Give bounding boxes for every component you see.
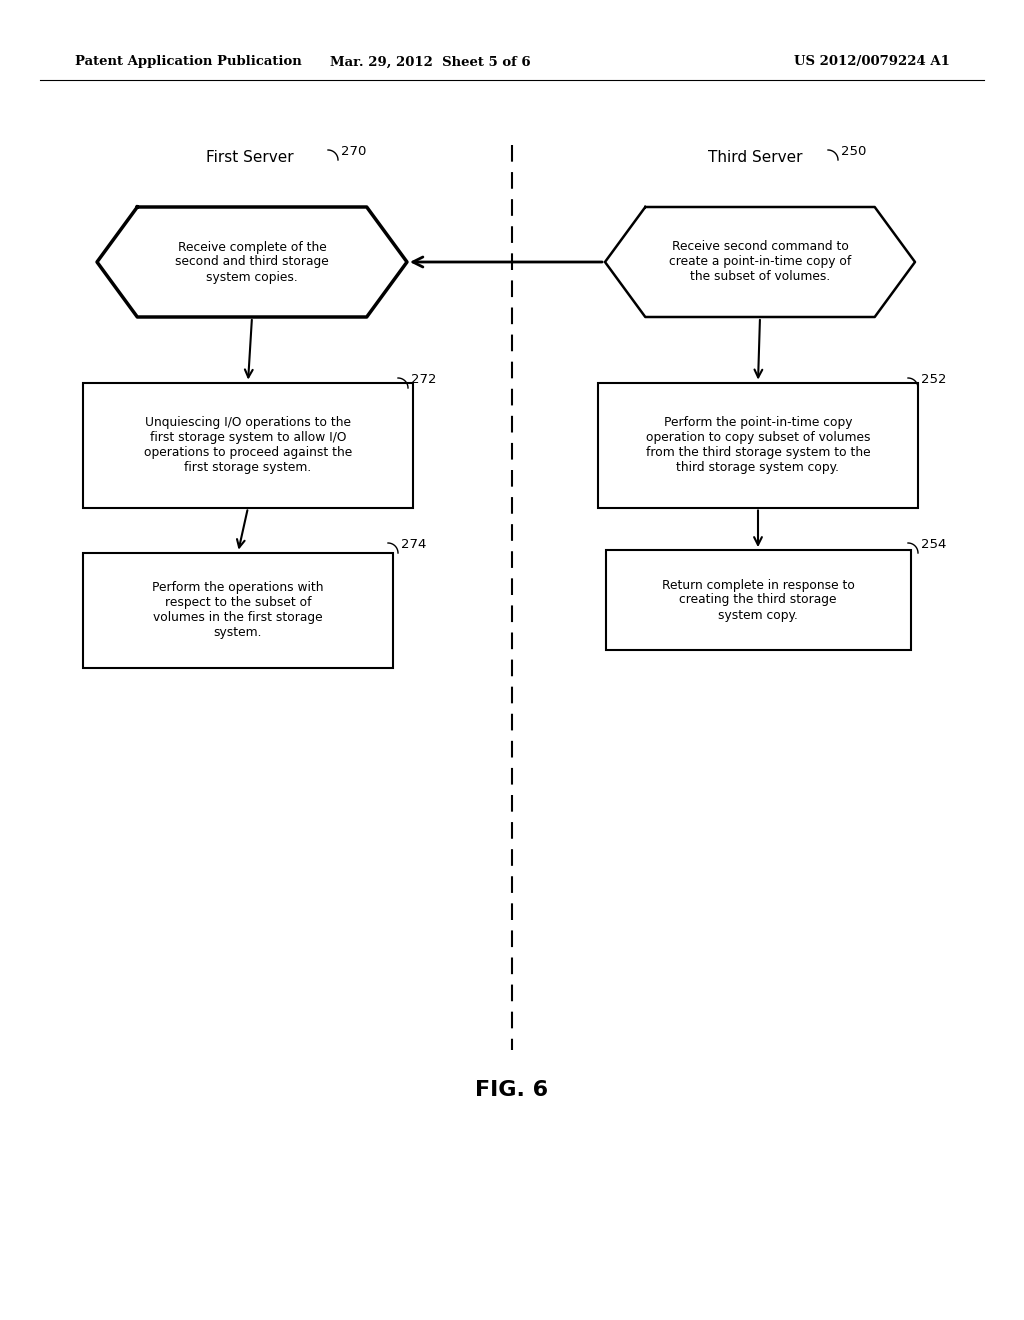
FancyBboxPatch shape xyxy=(83,383,413,507)
FancyBboxPatch shape xyxy=(598,383,918,507)
Text: Third Server: Third Server xyxy=(708,150,802,165)
Text: Receive second command to
create a point-in-time copy of
the subset of volumes.: Receive second command to create a point… xyxy=(669,240,851,284)
Text: First Server: First Server xyxy=(206,150,294,165)
Text: 270: 270 xyxy=(341,145,367,158)
Text: Unquiescing I/O operations to the
first storage system to allow I/O
operations t: Unquiescing I/O operations to the first … xyxy=(144,416,352,474)
Text: Return complete in response to
creating the third storage
system copy.: Return complete in response to creating … xyxy=(662,578,854,622)
FancyBboxPatch shape xyxy=(605,550,910,649)
Text: 252: 252 xyxy=(921,374,946,385)
Text: 272: 272 xyxy=(411,374,436,385)
Text: 250: 250 xyxy=(841,145,866,158)
Text: Patent Application Publication: Patent Application Publication xyxy=(75,55,302,69)
Text: Perform the operations with
respect to the subset of
volumes in the first storag: Perform the operations with respect to t… xyxy=(153,581,324,639)
Text: Mar. 29, 2012  Sheet 5 of 6: Mar. 29, 2012 Sheet 5 of 6 xyxy=(330,55,530,69)
Text: Receive complete of the
second and third storage
system copies.: Receive complete of the second and third… xyxy=(175,240,329,284)
Polygon shape xyxy=(605,207,915,317)
FancyBboxPatch shape xyxy=(83,553,393,668)
Text: Perform the point-in-time copy
operation to copy subset of volumes
from the thir: Perform the point-in-time copy operation… xyxy=(646,416,870,474)
Text: 254: 254 xyxy=(921,539,946,550)
Text: 274: 274 xyxy=(401,539,426,550)
Text: FIG. 6: FIG. 6 xyxy=(475,1080,549,1100)
Text: US 2012/0079224 A1: US 2012/0079224 A1 xyxy=(795,55,950,69)
Polygon shape xyxy=(97,207,407,317)
